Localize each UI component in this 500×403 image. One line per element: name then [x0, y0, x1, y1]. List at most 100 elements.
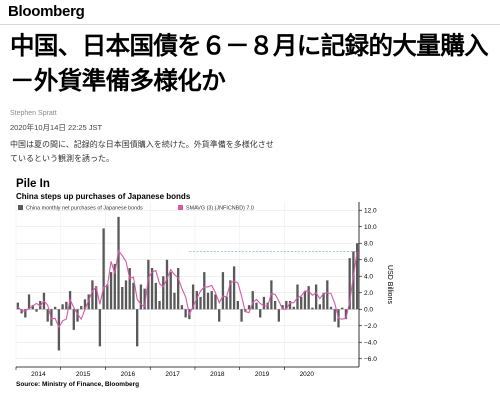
- bar: [273, 301, 277, 310]
- bar: [35, 309, 38, 312]
- bar: [355, 243, 359, 310]
- bar: [210, 291, 213, 310]
- chart-grid: [15, 202, 359, 367]
- bar: [158, 301, 161, 310]
- chart-title: Pile In: [16, 178, 50, 190]
- bar: [251, 291, 254, 310]
- bar: [318, 304, 322, 310]
- bar: [236, 301, 239, 310]
- x-tick-label: 2019: [255, 371, 270, 378]
- header-divider: [0, 24, 500, 25]
- bar: [109, 272, 113, 310]
- y-tick-label: −4.0: [364, 340, 377, 347]
- bar: [83, 299, 87, 310]
- bar: [27, 294, 31, 310]
- bar: [348, 258, 351, 310]
- bar: [165, 259, 169, 310]
- bar: [162, 276, 165, 310]
- bar: [303, 291, 307, 310]
- smavg-series: [17, 249, 358, 329]
- legend-swatch: [178, 205, 183, 210]
- bar: [169, 272, 172, 310]
- bar: [352, 251, 355, 310]
- bar: [154, 282, 157, 310]
- bar: [31, 305, 34, 310]
- bar: [277, 309, 280, 322]
- y-tick-label: 4.0: [364, 274, 373, 281]
- bar: [311, 307, 314, 310]
- bar: [91, 280, 94, 310]
- y-tick-label: 12.0: [364, 208, 377, 215]
- bar: [203, 272, 206, 310]
- bar: [206, 292, 210, 310]
- bar: [106, 284, 109, 310]
- bar: [113, 263, 116, 310]
- bar-series: [16, 216, 359, 351]
- chart-subtitle: China steps up purchases of Japanese bon…: [16, 192, 191, 201]
- bar: [262, 296, 266, 310]
- y-axis-label: USD Billions: [386, 265, 393, 304]
- y-tick-label: 2.0: [364, 290, 373, 297]
- bar: [150, 268, 154, 310]
- bar: [121, 286, 124, 310]
- bar: [65, 301, 68, 310]
- bar: [184, 309, 187, 318]
- bar: [259, 309, 262, 318]
- legend-label: China monthly net purchases of Japanese …: [26, 206, 143, 212]
- brand-logo[interactable]: Bloomberg: [8, 3, 85, 20]
- bar: [326, 280, 329, 310]
- bar: [117, 216, 120, 310]
- chart-axes: 12.0 10.0 8.0 6.0 4.0 2.0 0.0 −2.0 −4.0 −6.0 2014 2…: [15, 202, 393, 378]
- bar: [143, 288, 146, 310]
- publish-date: 2020年10月14日 22:25 JST: [10, 123, 103, 132]
- bar: [300, 296, 303, 310]
- x-tick-label: 2016: [121, 371, 136, 378]
- bar: [16, 302, 20, 310]
- bar: [72, 309, 75, 330]
- bar: [218, 309, 221, 322]
- bar: [333, 309, 336, 322]
- bar: [288, 301, 292, 310]
- bar: [147, 259, 150, 310]
- bar: [98, 309, 102, 347]
- smavg-line: [17, 249, 358, 329]
- bar: [247, 305, 251, 310]
- legend-label: SMAVG (3) (JNFICNBD) 7.0: [186, 206, 254, 212]
- bar: [314, 284, 318, 310]
- x-tick-label: 2014: [31, 371, 46, 378]
- bar: [281, 305, 284, 310]
- bar: [225, 296, 228, 310]
- bar: [191, 284, 195, 310]
- bar: [139, 284, 143, 310]
- bar: [124, 280, 128, 310]
- bar: [341, 307, 344, 310]
- x-tick-label: 2020: [300, 371, 315, 378]
- bar: [195, 291, 198, 310]
- bar: [87, 294, 90, 310]
- x-tick-label: 2017: [165, 371, 180, 378]
- bar: [128, 268, 131, 310]
- bar: [173, 292, 176, 310]
- chart-source: Source: Ministry of Finance, Bloomberg: [16, 381, 139, 388]
- bar: [199, 296, 202, 310]
- headline: 中国、日本国債を６－８月に記録的大量購入－外貨準備多様化か: [10, 31, 489, 95]
- bar: [229, 280, 232, 310]
- bar: [240, 309, 243, 322]
- bar: [61, 304, 64, 310]
- bar: [329, 306, 333, 310]
- y-tick-label: 6.0: [364, 257, 373, 264]
- bar: [24, 309, 27, 318]
- y-tick-label: −2.0: [364, 323, 377, 330]
- bar: [46, 309, 49, 322]
- article-paragraph: 中国は夏の間に、記録的な日本国債購入を続けた。外貨準備を多様化させているという観…: [10, 140, 274, 163]
- author-name[interactable]: Stephen Spratt: [10, 110, 57, 117]
- bar: [177, 268, 180, 310]
- bar: [255, 302, 258, 310]
- bar: [76, 309, 79, 322]
- x-tick-label: 2015: [76, 371, 91, 378]
- bar: [307, 286, 310, 310]
- bar: [53, 306, 57, 310]
- bar: [292, 306, 295, 310]
- bar: [180, 305, 184, 310]
- chart-legend: China monthly net purchases of Japanese …: [18, 205, 254, 212]
